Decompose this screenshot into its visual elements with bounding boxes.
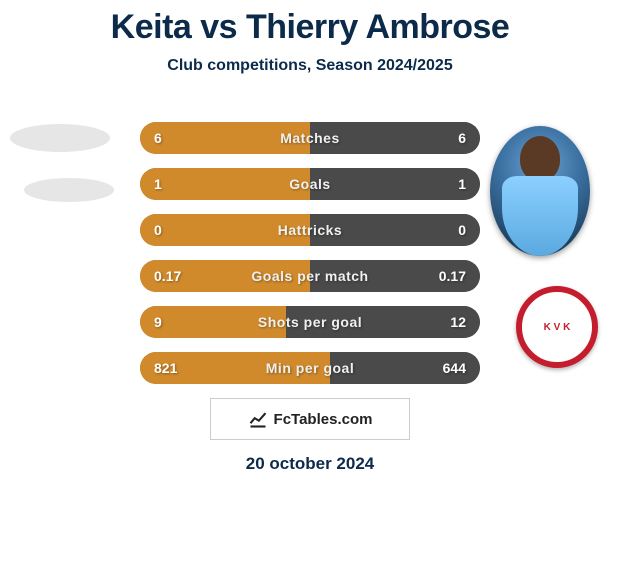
stat-label: Goals xyxy=(289,176,330,192)
stat-left-value: 9 xyxy=(154,314,162,330)
club-badge-text: K V K xyxy=(544,322,571,333)
date-label: 20 october 2024 xyxy=(246,454,375,474)
stat-label: Shots per goal xyxy=(258,314,362,330)
stats-container: 6 Matches 6 1 Goals 1 0 Hattricks 0 0.17 Goals per… xyxy=(140,122,480,398)
stat-left-value: 1 xyxy=(154,176,162,192)
stat-label: Min per goal xyxy=(266,360,354,376)
stat-row: 6 Matches 6 xyxy=(140,122,480,154)
stat-right-value: 0.17 xyxy=(439,268,466,284)
stat-left-value: 0.17 xyxy=(154,268,181,284)
stat-right-value: 12 xyxy=(450,314,466,330)
stat-row: 1 Goals 1 xyxy=(140,168,480,200)
stat-left-fill xyxy=(140,168,310,200)
stat-right-value: 644 xyxy=(443,360,466,376)
stat-right-fill xyxy=(310,168,480,200)
player-left-avatar xyxy=(10,110,110,210)
chart-icon xyxy=(248,409,268,429)
subtitle: Club competitions, Season 2024/2025 xyxy=(0,57,620,75)
stat-row: 0 Hattricks 0 xyxy=(140,214,480,246)
stat-row: 821 Min per goal 644 xyxy=(140,352,480,384)
stat-label: Matches xyxy=(280,130,340,146)
stat-row: 9 Shots per goal 12 xyxy=(140,306,480,338)
club-badge: K V K xyxy=(516,286,598,368)
page-title: Keita vs Thierry Ambrose xyxy=(0,0,620,47)
player-right-avatar xyxy=(490,126,590,256)
stat-label: Goals per match xyxy=(251,268,368,284)
stat-right-value: 1 xyxy=(458,176,466,192)
stat-right-value: 0 xyxy=(458,222,466,238)
stat-left-value: 0 xyxy=(154,222,162,238)
fctables-watermark: FcTables.com xyxy=(210,398,410,440)
stat-left-value: 6 xyxy=(154,130,162,146)
stat-right-value: 6 xyxy=(458,130,466,146)
fctables-label: FcTables.com xyxy=(274,411,373,428)
stat-row: 0.17 Goals per match 0.17 xyxy=(140,260,480,292)
stat-left-value: 821 xyxy=(154,360,177,376)
stat-label: Hattricks xyxy=(278,222,342,238)
